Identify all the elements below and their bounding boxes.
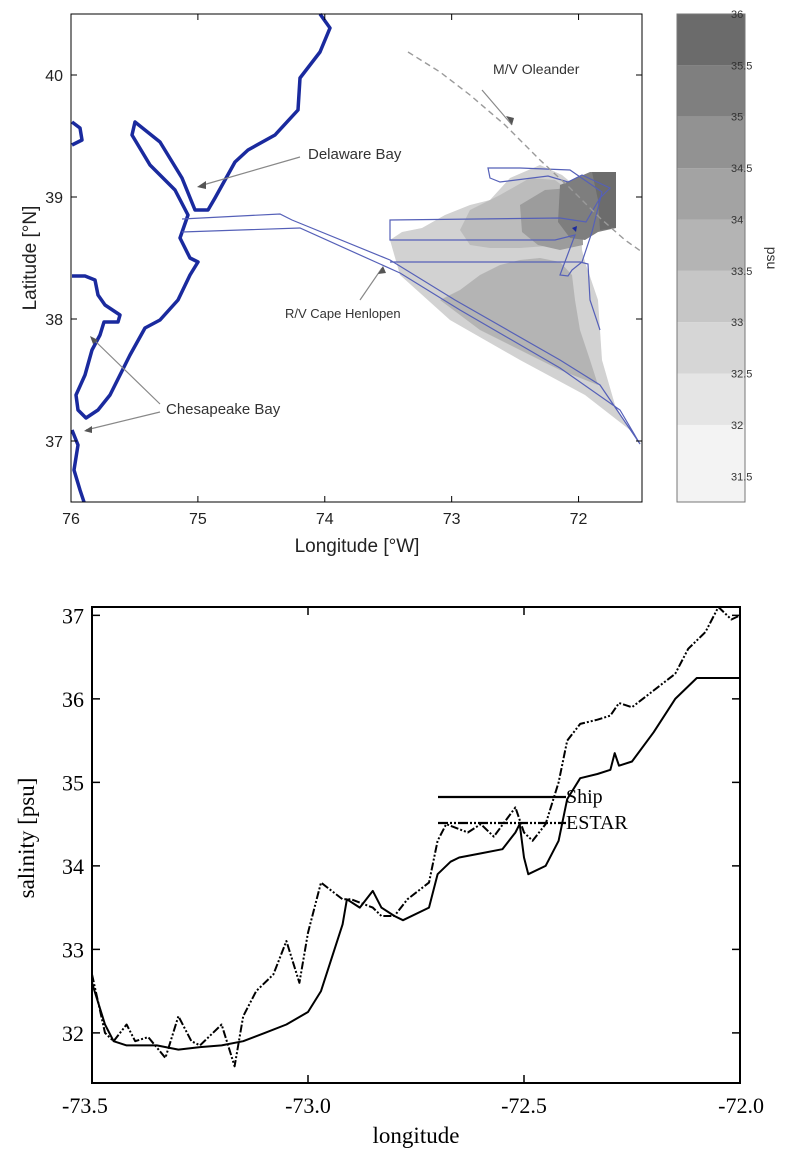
chart-y-tick-label: 37 [62, 603, 84, 628]
arrow-oleander [481, 89, 513, 126]
colorbar-band [677, 219, 745, 271]
colorbar-tick-label: 34 [731, 214, 743, 226]
colorbar-band [677, 116, 745, 169]
chart-x-tick-label: -72.0 [718, 1093, 764, 1118]
map-x-tick-label: 76 [62, 511, 80, 528]
series-line-ship [91, 677, 740, 1051]
legend-label-ship: Ship [566, 786, 603, 808]
track-loop-south [390, 261, 601, 331]
map-x-tick-label: 73 [443, 511, 461, 528]
arrowhead-oleander [506, 116, 514, 125]
series-line-estar [91, 606, 741, 1068]
colorbar-band [677, 168, 745, 220]
map-y-tick-label: 37 [45, 434, 63, 451]
chart-y-axis-label: salinity [psu] [14, 778, 39, 899]
chart-plot-area [91, 606, 741, 1084]
label-oleander: M/V Oleander [493, 61, 580, 77]
label-delaware-bay: Delaware Bay [308, 146, 402, 163]
colorbar-tick-label: 33.5 [731, 266, 752, 278]
arrowhead-delaware [197, 181, 206, 189]
map-x-tick-label: 74 [316, 511, 334, 528]
map-x-tick-label: 75 [189, 511, 207, 528]
legend-label-estar: ESTAR [566, 812, 628, 834]
arrow-cape-henlopen [359, 267, 383, 301]
ship-tracks [181, 167, 641, 445]
coastline-south [70, 429, 86, 503]
chart-y-tick-label: 34 [62, 854, 84, 879]
marker-dot [572, 226, 577, 232]
colorbar-band [677, 65, 745, 117]
arrow-delaware [202, 156, 301, 186]
map-y-tick-label: 40 [45, 68, 63, 85]
arrowhead-chesapeake-2 [84, 426, 92, 433]
track-oleander [407, 51, 643, 253]
label-cape-henlopen: R/V Cape Henlopen [285, 306, 401, 321]
chart-y-ticks: 32 33 34 35 36 37 [62, 603, 740, 1046]
chart-legend: Ship ESTAR [438, 786, 628, 834]
colorbar-tick-label: 34.5 [731, 163, 752, 175]
colorbar-label: psu [764, 247, 780, 270]
chart-series [91, 606, 741, 1068]
chart-y-tick-label: 36 [62, 687, 84, 712]
map-y-axis-label: Latitude [°N] [20, 206, 41, 311]
colorbar: 31.5 32 32.5 33 33.5 34 34.5 35 35.5 36 [676, 9, 752, 503]
colorbar-tick-label: 32 [731, 420, 743, 432]
colorbar-band [677, 424, 745, 502]
salinity-contour-field [390, 165, 630, 430]
annotation-arrows [85, 89, 513, 431]
colorbar-frame [676, 13, 746, 503]
map-x-tick-label: 72 [570, 511, 588, 528]
map-y-tick-label: 38 [45, 312, 63, 329]
contour-level-35-5 [592, 172, 616, 230]
colorbar-band [677, 322, 745, 374]
coastline-nub [70, 120, 84, 147]
colorbar-tick-label: 32.5 [731, 369, 752, 381]
chart-y-tick-label: 33 [62, 937, 84, 962]
colorbar-tick-label: 36 [731, 9, 743, 21]
arrow-heads [84, 116, 514, 433]
colorbar-band [677, 270, 745, 323]
salinity-line-chart: 32 33 34 35 36 37 -73.5 -73.0 -72.5 -72.0 Ship E… [14, 603, 764, 1148]
colorbar-tick-label: 31.5 [731, 471, 752, 483]
colorbar-tick-label: 33 [731, 317, 743, 329]
chart-x-tick-label: -73.0 [285, 1093, 331, 1118]
arrow-chesapeake-2 [85, 411, 161, 431]
colorbar-band [677, 373, 745, 425]
colorbar-tick-label: 35.5 [731, 60, 752, 72]
map-y-ticks: 37 38 39 40 [45, 68, 642, 451]
salinity-map-panel: M/V Oleander Delaware Bay R/V Cape Henlo… [20, 9, 780, 557]
arrowhead-cape-henlopen [378, 266, 386, 274]
map-x-ticks: 76 75 74 73 72 [62, 14, 588, 528]
arrowhead-chesapeake-1 [90, 336, 98, 344]
chart-x-ticks: -73.5 -73.0 -72.5 -72.0 [62, 607, 764, 1118]
chart-y-tick-label: 35 [62, 770, 84, 795]
colorbar-tick-label: 35 [731, 112, 743, 124]
arrow-chesapeake-1 [91, 337, 161, 405]
chart-x-axis-label: longitude [373, 1123, 460, 1148]
coastline-north [72, 12, 332, 420]
coastline [70, 12, 332, 503]
label-chesapeake-bay: Chesapeake Bay [166, 401, 281, 418]
colorbar-band [677, 14, 745, 66]
map-frame [70, 13, 643, 503]
track-cape-henlopen [181, 213, 641, 445]
chart-x-tick-label: -72.5 [501, 1093, 547, 1118]
map-y-tick-label: 39 [45, 190, 63, 207]
contour-level-33-5 [440, 258, 598, 385]
map-x-axis-label: Longitude [°W] [295, 536, 420, 557]
chart-x-tick-label: -73.5 [62, 1093, 108, 1118]
chart-y-tick-label: 32 [62, 1021, 84, 1046]
